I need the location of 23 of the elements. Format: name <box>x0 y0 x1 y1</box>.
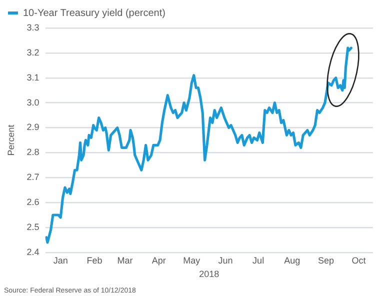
x-tick-label: Aug <box>284 255 300 266</box>
y-tick-label: 2.7 <box>26 172 40 182</box>
x-tick-label: Mar <box>117 255 133 266</box>
y-tick-label: 2.6 <box>26 197 40 208</box>
x-tick-label: Jun <box>218 255 233 266</box>
x-tick-label: Jan <box>53 255 68 266</box>
x-tick-label: Oct <box>352 255 366 266</box>
y-tick-label: 3.1 <box>26 72 40 82</box>
y-tick-label: 3.2 <box>26 47 40 58</box>
y-tick-label: 2.9 <box>26 122 40 132</box>
y-tick-label: 2.4 <box>26 246 40 257</box>
x-tick-label: Sep <box>318 255 334 266</box>
y-tick-label: 3.0 <box>26 97 40 108</box>
x-tick-label: Jul <box>252 255 264 266</box>
x-tick-label: Feb <box>86 255 102 266</box>
x-axis-title: 2018 <box>199 269 220 280</box>
y-axis-title: Percent <box>6 124 16 156</box>
y-tick-label: 3.3 <box>26 22 40 32</box>
x-tick-label: May <box>183 255 201 266</box>
y-tick-label: 2.8 <box>26 147 40 158</box>
legend-label: 10-Year Treasury yield (percent) <box>23 8 166 19</box>
y-tick-label: 2.5 <box>26 222 40 232</box>
x-tick-label: Apr <box>152 255 166 266</box>
